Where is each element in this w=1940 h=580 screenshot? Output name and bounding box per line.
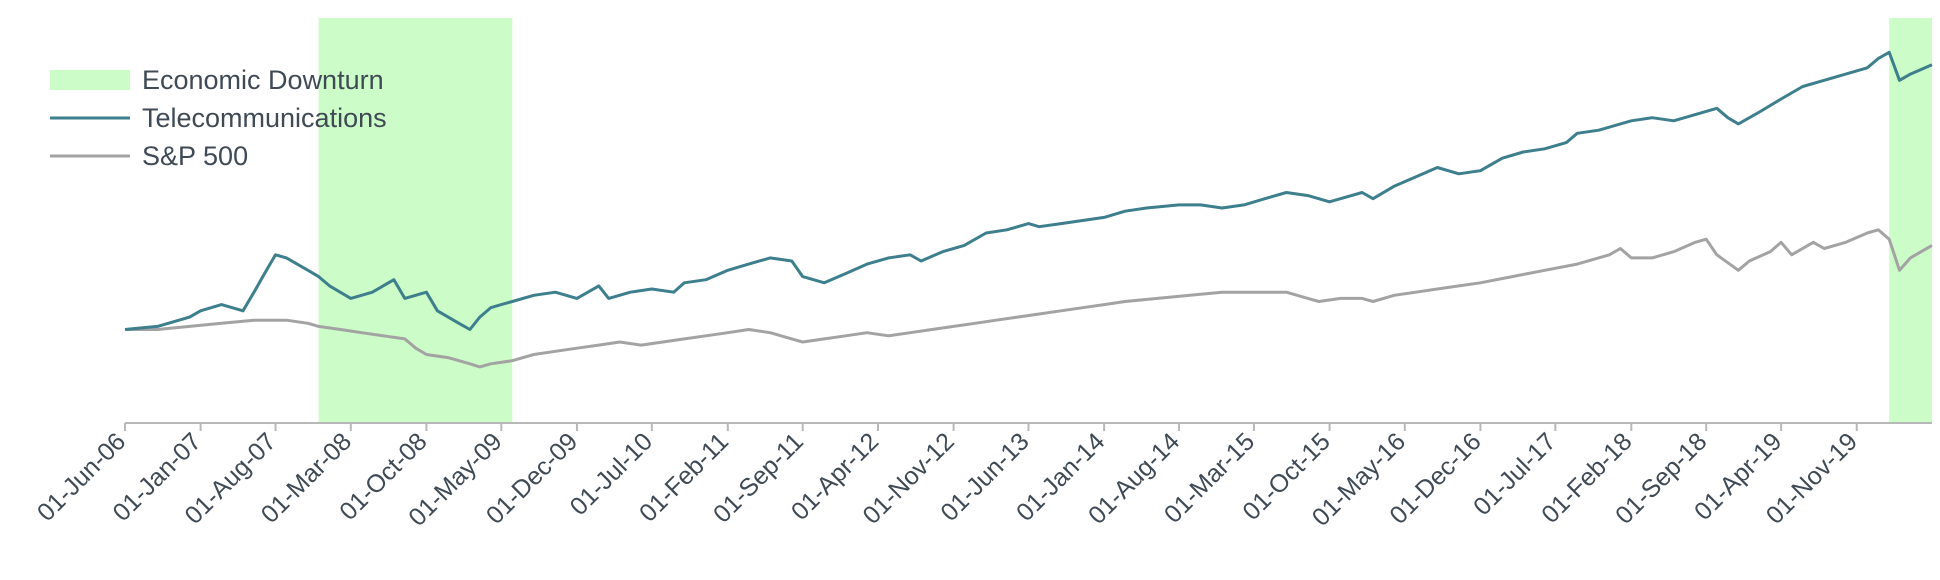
x-axis-ticks: 01-Jun-0601-Jan-0701-Aug-0701-Mar-0801-O… bbox=[32, 423, 1863, 532]
legend-label-telecommunications: Telecommunications bbox=[142, 103, 387, 133]
series-line-telecommunications bbox=[124, 50, 1933, 331]
downturn-band-2 bbox=[1889, 18, 1932, 423]
series-lines bbox=[124, 50, 1933, 369]
downturn-band-1 bbox=[318, 18, 513, 423]
legend-label-s-p-500: S&P 500 bbox=[142, 141, 248, 171]
legend-swatch-economic-downturn bbox=[50, 70, 130, 90]
downturn-shading bbox=[318, 18, 1932, 423]
legend-label-economic-downturn: Economic Downturn bbox=[142, 65, 384, 95]
series-line-s-p-500 bbox=[125, 228, 1933, 369]
legend: Economic Downturn Telecommunications S&P 5… bbox=[50, 65, 387, 171]
